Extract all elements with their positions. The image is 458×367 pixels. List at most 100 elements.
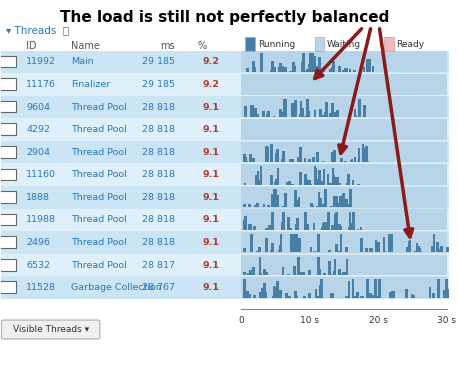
FancyBboxPatch shape xyxy=(314,56,316,72)
FancyBboxPatch shape xyxy=(390,243,393,252)
FancyBboxPatch shape xyxy=(349,204,351,207)
FancyBboxPatch shape xyxy=(323,206,325,207)
FancyBboxPatch shape xyxy=(384,37,394,51)
FancyBboxPatch shape xyxy=(292,234,295,252)
FancyBboxPatch shape xyxy=(279,248,282,252)
FancyBboxPatch shape xyxy=(327,212,330,230)
FancyBboxPatch shape xyxy=(319,285,321,298)
FancyBboxPatch shape xyxy=(340,234,343,252)
FancyBboxPatch shape xyxy=(305,179,308,185)
FancyBboxPatch shape xyxy=(254,108,257,117)
FancyBboxPatch shape xyxy=(326,222,328,230)
FancyBboxPatch shape xyxy=(314,110,316,117)
FancyBboxPatch shape xyxy=(300,172,302,185)
FancyBboxPatch shape xyxy=(371,248,373,252)
FancyBboxPatch shape xyxy=(255,175,258,185)
FancyBboxPatch shape xyxy=(316,179,319,185)
FancyBboxPatch shape xyxy=(1,163,449,186)
FancyBboxPatch shape xyxy=(273,287,276,298)
FancyBboxPatch shape xyxy=(241,142,447,162)
FancyBboxPatch shape xyxy=(241,232,447,253)
FancyBboxPatch shape xyxy=(356,292,359,298)
FancyBboxPatch shape xyxy=(251,273,254,275)
Text: Thread Pool: Thread Pool xyxy=(71,193,126,202)
FancyBboxPatch shape xyxy=(1,96,449,118)
FancyBboxPatch shape xyxy=(273,182,276,185)
FancyBboxPatch shape xyxy=(312,223,315,230)
FancyBboxPatch shape xyxy=(246,68,249,72)
FancyBboxPatch shape xyxy=(244,159,247,162)
FancyBboxPatch shape xyxy=(346,259,348,275)
FancyBboxPatch shape xyxy=(263,269,266,275)
FancyBboxPatch shape xyxy=(342,70,344,72)
FancyBboxPatch shape xyxy=(419,250,421,252)
FancyBboxPatch shape xyxy=(300,101,302,117)
Text: The load is still not perfectly balanced: The load is still not perfectly balanced xyxy=(60,11,390,25)
Text: 28 767: 28 767 xyxy=(142,283,175,292)
FancyBboxPatch shape xyxy=(264,292,267,298)
FancyBboxPatch shape xyxy=(333,177,336,185)
Text: Thread Pool: Thread Pool xyxy=(71,215,126,225)
FancyBboxPatch shape xyxy=(273,67,276,72)
FancyBboxPatch shape xyxy=(241,164,447,185)
FancyBboxPatch shape xyxy=(388,234,391,252)
FancyBboxPatch shape xyxy=(366,161,369,162)
FancyBboxPatch shape xyxy=(249,224,252,230)
FancyBboxPatch shape xyxy=(334,214,336,230)
FancyBboxPatch shape xyxy=(261,288,263,298)
FancyBboxPatch shape xyxy=(357,184,360,185)
FancyBboxPatch shape xyxy=(245,37,255,51)
Text: Thread Pool: Thread Pool xyxy=(71,125,126,134)
FancyBboxPatch shape xyxy=(328,261,331,275)
FancyBboxPatch shape xyxy=(349,69,351,72)
Text: 30 s: 30 s xyxy=(437,316,456,325)
FancyBboxPatch shape xyxy=(433,234,436,252)
FancyBboxPatch shape xyxy=(1,254,449,276)
FancyBboxPatch shape xyxy=(333,229,336,230)
FancyBboxPatch shape xyxy=(312,54,315,72)
FancyBboxPatch shape xyxy=(317,257,320,275)
FancyBboxPatch shape xyxy=(352,279,354,298)
Text: 28 818: 28 818 xyxy=(142,193,175,202)
FancyBboxPatch shape xyxy=(1,73,449,96)
FancyBboxPatch shape xyxy=(314,166,316,185)
FancyBboxPatch shape xyxy=(1,118,449,141)
FancyBboxPatch shape xyxy=(277,195,279,207)
FancyBboxPatch shape xyxy=(298,238,301,252)
FancyBboxPatch shape xyxy=(241,255,447,275)
FancyBboxPatch shape xyxy=(263,204,265,207)
FancyBboxPatch shape xyxy=(293,266,295,275)
FancyBboxPatch shape xyxy=(345,249,348,252)
FancyBboxPatch shape xyxy=(0,259,16,270)
FancyBboxPatch shape xyxy=(339,249,342,252)
FancyBboxPatch shape xyxy=(243,154,246,162)
FancyBboxPatch shape xyxy=(299,147,302,162)
FancyBboxPatch shape xyxy=(322,169,325,185)
FancyBboxPatch shape xyxy=(0,191,16,203)
FancyBboxPatch shape xyxy=(260,273,262,275)
FancyBboxPatch shape xyxy=(322,161,324,162)
FancyBboxPatch shape xyxy=(288,181,290,185)
FancyBboxPatch shape xyxy=(0,78,16,90)
FancyBboxPatch shape xyxy=(413,295,415,298)
FancyBboxPatch shape xyxy=(276,281,278,298)
FancyBboxPatch shape xyxy=(338,251,341,252)
FancyBboxPatch shape xyxy=(327,174,329,185)
Text: %: % xyxy=(197,41,207,51)
FancyBboxPatch shape xyxy=(300,62,303,72)
Text: ▾ Threads  ⓘ: ▾ Threads ⓘ xyxy=(6,26,69,36)
FancyBboxPatch shape xyxy=(331,293,334,298)
FancyBboxPatch shape xyxy=(436,241,439,252)
FancyBboxPatch shape xyxy=(252,114,255,117)
FancyBboxPatch shape xyxy=(300,272,302,275)
FancyBboxPatch shape xyxy=(325,102,327,117)
FancyBboxPatch shape xyxy=(418,246,420,252)
FancyBboxPatch shape xyxy=(291,184,294,185)
FancyBboxPatch shape xyxy=(295,248,298,252)
FancyBboxPatch shape xyxy=(393,291,395,298)
Text: 28 817: 28 817 xyxy=(142,261,175,270)
FancyBboxPatch shape xyxy=(311,206,314,207)
FancyBboxPatch shape xyxy=(345,247,348,252)
FancyBboxPatch shape xyxy=(241,74,447,95)
FancyBboxPatch shape xyxy=(304,116,307,117)
